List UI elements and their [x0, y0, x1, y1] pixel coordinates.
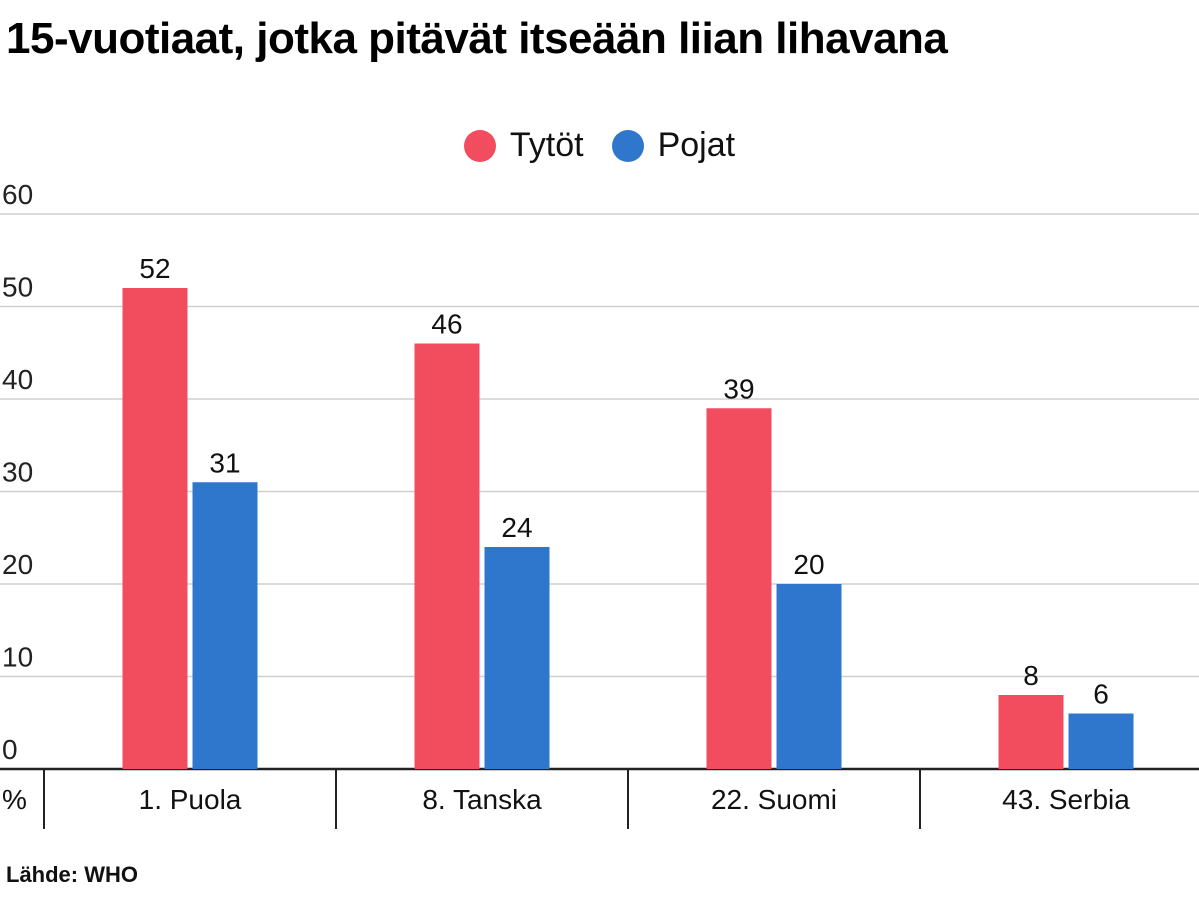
data-label: 8 — [1023, 660, 1039, 691]
y-tick-label: 60 — [2, 179, 33, 210]
x-category-label: 43. Serbia — [1002, 784, 1130, 815]
x-category-label: 1. Puola — [139, 784, 242, 815]
legend-item-boys: Pojat — [611, 126, 736, 165]
legend-label-boys: Pojat — [657, 126, 736, 164]
legend-label-girls: Tytöt — [509, 126, 584, 164]
bar-boys — [1068, 713, 1134, 769]
data-label: 24 — [501, 512, 532, 543]
data-label: 46 — [431, 309, 462, 340]
x-category-label: 8. Tanska — [422, 784, 542, 815]
data-label: 20 — [793, 549, 824, 580]
legend-item-girls: Tytöt — [463, 126, 584, 165]
data-label: 6 — [1093, 679, 1109, 710]
bar-boys — [192, 482, 258, 769]
legend-swatch-girls — [463, 129, 496, 162]
y-tick-label: 0 — [2, 734, 18, 765]
legend: Tytöt Pojat — [0, 126, 1199, 165]
data-label: 39 — [723, 373, 754, 404]
y-unit-label: % — [2, 784, 27, 815]
y-tick-label: 10 — [2, 642, 33, 673]
x-category-label: 22. Suomi — [711, 784, 837, 815]
bar-boys — [484, 547, 550, 769]
bar-boys — [776, 584, 842, 769]
y-tick-label: 50 — [2, 272, 33, 303]
y-tick-label: 20 — [2, 549, 33, 580]
y-tick-label: 40 — [2, 364, 33, 395]
bar-girls — [414, 343, 480, 769]
legend-swatch-boys — [611, 129, 644, 162]
bar-girls — [706, 408, 772, 769]
bar-girls — [998, 695, 1064, 769]
data-label: 52 — [139, 253, 170, 284]
y-tick-label: 30 — [2, 457, 33, 488]
chart-title: 15-vuotiaat, jotka pitävät itseään liian… — [6, 14, 948, 63]
bar-girls — [122, 288, 188, 769]
data-label: 31 — [209, 447, 240, 478]
source-note: Lähde: WHO — [6, 862, 138, 887]
